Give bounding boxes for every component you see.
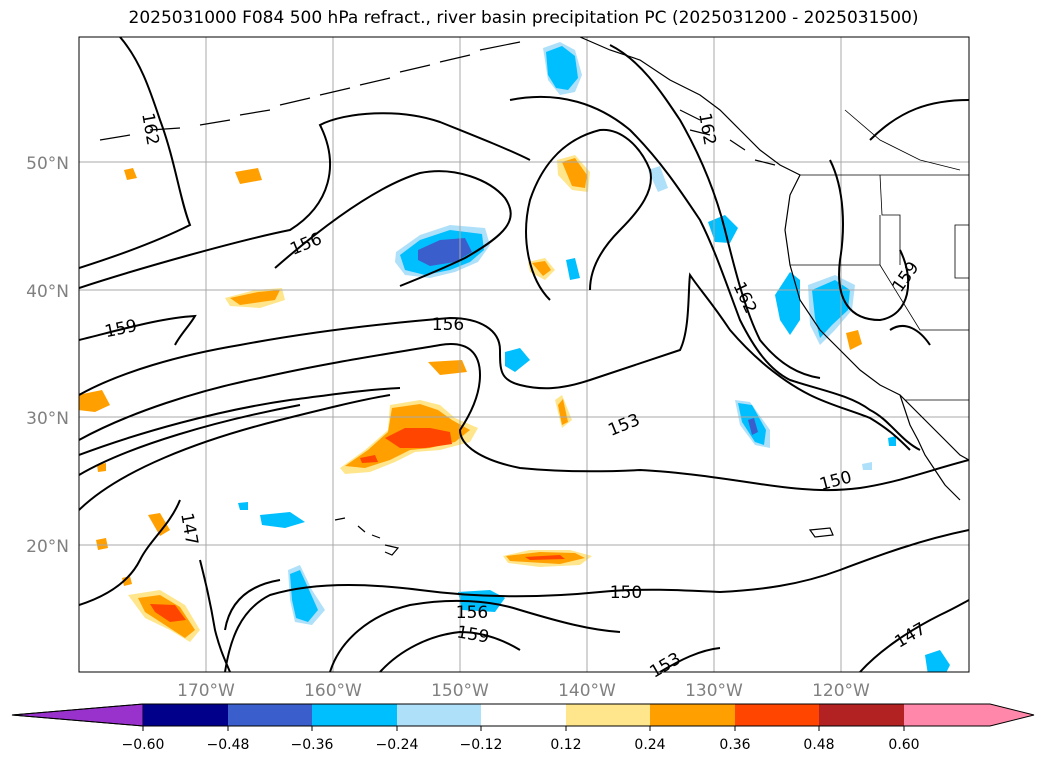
lat-label: 50°N	[26, 154, 69, 174]
lat-label: 40°N	[26, 282, 69, 302]
map-title: 2025031000 F084 500 hPa refract., river …	[128, 8, 919, 28]
colorbar-tick-label: −0.36	[291, 737, 334, 753]
lon-label: 150°W	[431, 681, 489, 701]
colorbar-extend-low	[11, 703, 144, 727]
lon-label: 120°W	[812, 681, 870, 701]
map-frame	[78, 36, 970, 673]
colorbar-tick-label: 0.12	[550, 737, 581, 753]
coastlines	[99, 37, 969, 556]
colorbar-segment	[228, 704, 312, 726]
colorbar-segment	[650, 704, 735, 726]
colorbar-segment	[143, 704, 228, 726]
contour-label: 156	[456, 603, 488, 623]
lat-label: 20°N	[26, 537, 69, 557]
shaded-anomalies	[79, 42, 950, 672]
map-area	[79, 37, 969, 672]
colorbar-tick-label: −0.12	[460, 737, 503, 753]
colorbar-segment	[819, 704, 904, 726]
colorbar-tick-label: −0.24	[376, 737, 419, 753]
colorbar-tick-label: 0.60	[888, 737, 919, 753]
colorbar-tick-label: 0.24	[634, 737, 665, 753]
lon-label: 170°W	[177, 681, 235, 701]
lon-label: 130°W	[685, 681, 743, 701]
colorbar-segment	[397, 704, 481, 726]
colorbar-tick-label: 0.48	[803, 737, 834, 753]
lon-label: 140°W	[558, 681, 616, 701]
colorbar-tick-label: −0.48	[207, 737, 250, 753]
colorbar-extend-high	[904, 704, 1034, 726]
lon-label: 160°W	[304, 681, 362, 701]
colorbar-tick-label: −0.60	[122, 737, 165, 753]
latitude-labels: 50°N 40°N 30°N 20°N	[26, 154, 69, 557]
colorbar-segment	[481, 704, 566, 726]
height-contours	[79, 37, 969, 672]
borders	[790, 109, 969, 401]
colorbar-segment	[566, 704, 650, 726]
contour-label: 156	[432, 315, 464, 335]
colorbar-tick-label: 0.36	[719, 737, 750, 753]
lat-label: 30°N	[26, 409, 69, 429]
contour-label: 150	[610, 583, 642, 603]
colorbar: −0.60 −0.48 −0.36 −0.24 −0.12 0.12 0.24 …	[11, 703, 1035, 753]
graticule	[79, 37, 969, 672]
colorbar-segment	[735, 704, 819, 726]
longitude-labels: 170°W 160°W 150°W 140°W 130°W 120°W	[177, 681, 870, 701]
colorbar-segment	[312, 704, 397, 726]
